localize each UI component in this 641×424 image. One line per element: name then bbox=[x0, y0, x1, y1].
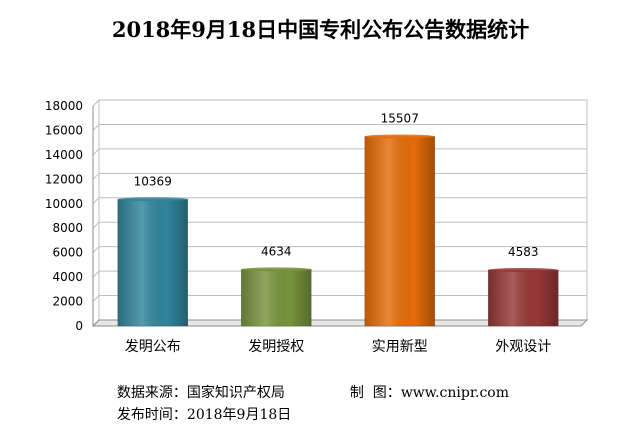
footer-date: 发布时间：2018年9月18日 bbox=[108, 388, 291, 424]
date-value: 2018年9月18日 bbox=[186, 407, 292, 423]
x-tick-label: 实用新型 bbox=[372, 339, 428, 355]
bar-top bbox=[364, 134, 435, 139]
date-label: 发布时间： bbox=[116, 407, 187, 423]
footer-maker: 制 图：www.cnipr.com bbox=[341, 366, 509, 402]
bar-shading bbox=[241, 269, 312, 326]
y-tick-label: 12000 bbox=[45, 172, 83, 186]
bar-top bbox=[241, 267, 312, 272]
y-tick-label: 14000 bbox=[45, 148, 83, 162]
maker-value: www.cnipr.com bbox=[400, 385, 509, 401]
bar-shading bbox=[117, 199, 188, 326]
y-tick-label: 8000 bbox=[52, 221, 83, 235]
labels: 0 2000 4000 6000 8000 10000 12000 14000 16000 180… bbox=[45, 99, 551, 355]
maker-label: 制 图： bbox=[349, 385, 401, 401]
y-tick-label: 10000 bbox=[45, 197, 83, 211]
y-tick-label: 6000 bbox=[52, 246, 83, 260]
y-tick-label: 16000 bbox=[45, 123, 83, 137]
y-tick-label: 2000 bbox=[52, 295, 83, 309]
chart-title: 2018年9月18日中国专利公布公告数据统计 bbox=[111, 17, 530, 42]
data-label: 4634 bbox=[261, 244, 292, 258]
source-value: 国家知识产权局 bbox=[186, 385, 285, 401]
gridline bbox=[92, 99, 587, 107]
data-label: 10369 bbox=[134, 174, 172, 188]
y-tick-label: 0 bbox=[75, 319, 83, 333]
bar-shading bbox=[488, 269, 559, 326]
data-label: 15507 bbox=[381, 111, 419, 125]
y-tick-label: 4000 bbox=[52, 270, 83, 284]
footer-source: 数据来源：国家知识产权局 bbox=[108, 366, 285, 402]
bars bbox=[117, 134, 559, 327]
plot-top-edge bbox=[92, 99, 100, 107]
x-tick-label: 发明授权 bbox=[248, 339, 304, 355]
bar-top bbox=[488, 267, 559, 272]
x-tick-label: 发明公布 bbox=[125, 339, 181, 355]
gridline bbox=[92, 123, 587, 131]
data-label: 4583 bbox=[508, 245, 539, 259]
gridline bbox=[92, 148, 587, 156]
y-tick-label: 18000 bbox=[45, 99, 83, 113]
x-tick-label: 外观设计 bbox=[495, 339, 551, 355]
bar-top bbox=[117, 197, 188, 202]
source-label: 数据来源： bbox=[116, 385, 187, 401]
bar-shading bbox=[364, 136, 435, 326]
